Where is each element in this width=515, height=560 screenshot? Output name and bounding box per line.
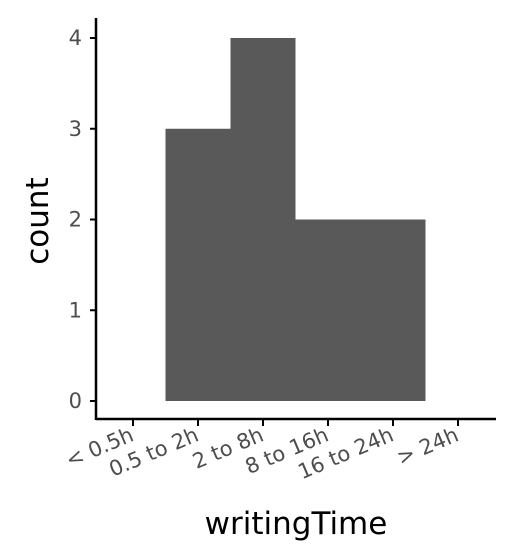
y-tick-label: 2 <box>69 208 82 232</box>
y-tick-label: 3 <box>69 117 82 141</box>
y-tick-label: 1 <box>69 298 82 322</box>
bar <box>360 219 426 401</box>
y-tick-label: 4 <box>69 26 82 50</box>
bar <box>165 128 231 401</box>
bar <box>230 38 296 401</box>
x-tick-label: > 24h <box>393 423 462 470</box>
bar <box>295 219 361 401</box>
y-axis-title: count <box>20 177 56 264</box>
bars-layer <box>165 38 426 401</box>
x-axis-title: writingTime <box>205 506 388 542</box>
y-tick-label: 0 <box>69 389 82 413</box>
